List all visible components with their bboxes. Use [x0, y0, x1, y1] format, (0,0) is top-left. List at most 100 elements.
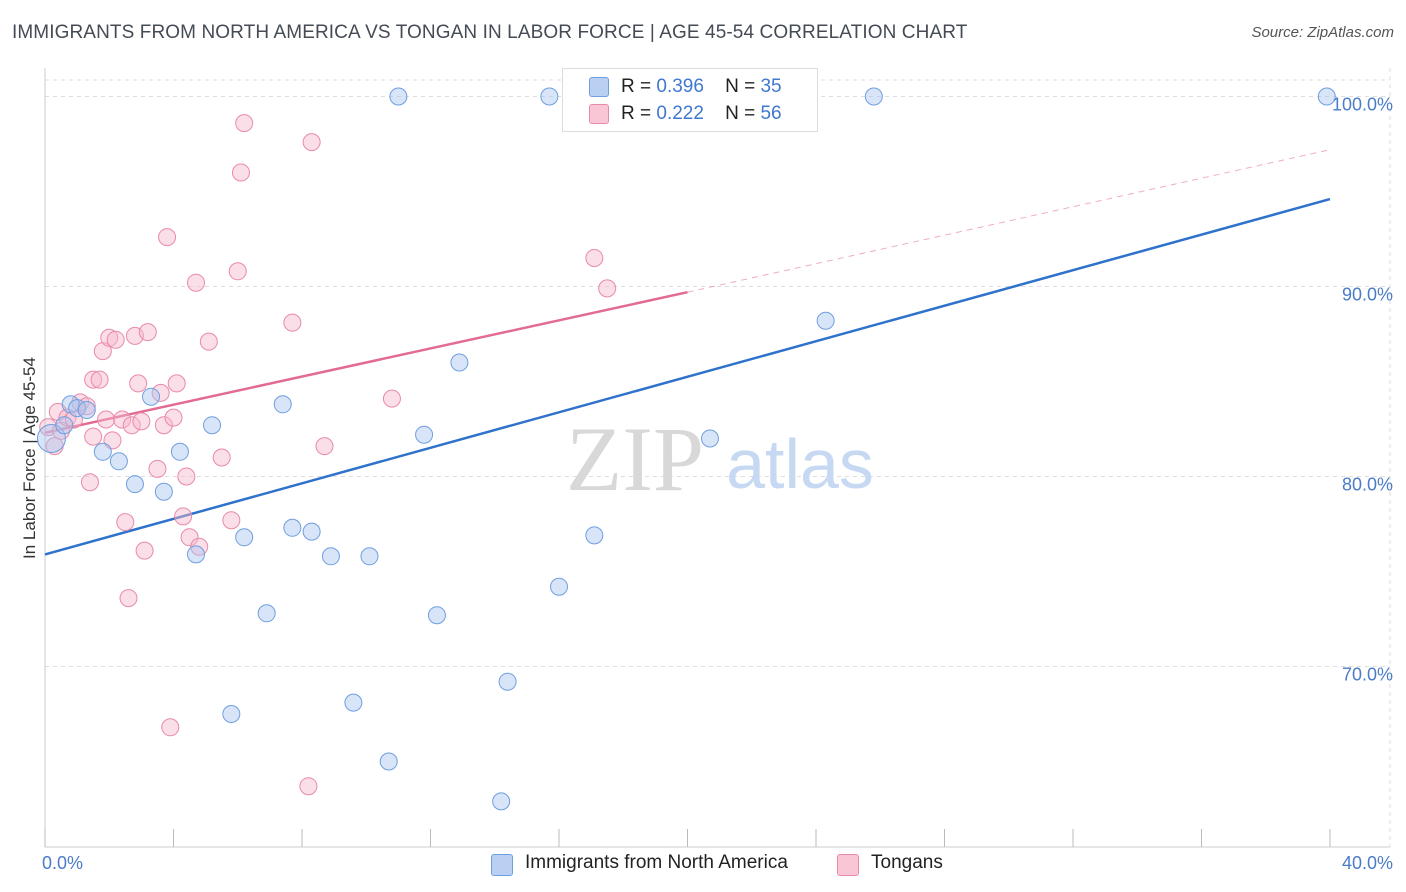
immigrants-point [273, 395, 292, 414]
immigrants-point [302, 522, 321, 541]
immigrants-point [540, 87, 559, 106]
tongans-point [222, 511, 241, 530]
tongans-point [302, 133, 321, 152]
tongans-point [129, 374, 148, 393]
y-tick-label: 80.0% [1342, 475, 1393, 495]
legend-r-label: R = [621, 76, 652, 97]
y-tick-label: 100.0% [1332, 95, 1393, 115]
tick-labels: 100.0% 90.0% 80.0% 70.0% 0.0% 40.0% [42, 95, 1393, 874]
immigrants-point [222, 705, 241, 723]
tongans-point [106, 330, 125, 349]
x-tick-label: 40.0% [1342, 853, 1393, 873]
immigrants-point [283, 518, 302, 537]
legend-r-value: 0.396 [656, 76, 704, 97]
tongans-point [180, 528, 199, 547]
immigrants-point [55, 416, 74, 435]
tongans-point [174, 507, 193, 526]
immigrants-point [109, 452, 128, 471]
legend-n-label: N = [725, 103, 756, 124]
source-label: Source: ZipAtlas.com [1251, 24, 1394, 41]
chart-title: IMMIGRANTS FROM NORTH AMERICA VS TONGAN … [12, 22, 968, 43]
gridlines [45, 68, 1391, 847]
immigrants-point [235, 528, 254, 547]
immigrants-point [321, 547, 340, 566]
y-tick-label: 70.0% [1342, 665, 1393, 685]
tongans-point [154, 416, 173, 435]
immigrants-points [36, 87, 1336, 811]
tongans-point [382, 389, 401, 408]
axes [44, 68, 1390, 848]
tongans-point [299, 777, 318, 796]
trend-lines [44, 149, 1331, 556]
immigrants-point [816, 311, 835, 330]
immigrants-point [864, 87, 883, 106]
tongans-trend-extension [687, 149, 1331, 293]
immigrants-point [498, 672, 517, 691]
legend-swatch-pink [589, 104, 609, 124]
tongans-point [64, 410, 83, 429]
tongans-trend-line [44, 290, 688, 435]
tongans-point [283, 313, 302, 332]
legend-n-value: 56 [760, 103, 782, 124]
tongans-point [84, 370, 103, 389]
y-tick-label: 90.0% [1342, 285, 1393, 305]
legend-swatch-blue [589, 77, 609, 97]
immigrants-point [170, 442, 189, 461]
tongans-point [235, 114, 254, 133]
bottom-legend-swatch-pink [837, 854, 859, 876]
tongans-points [39, 114, 617, 796]
watermark-zip: ZIP [566, 408, 704, 510]
legend-r-label: R = [621, 103, 652, 124]
immigrants-point [77, 401, 96, 419]
legend-n-label: N = [725, 76, 756, 97]
tongans-point [585, 249, 604, 267]
immigrants-trend-line [44, 197, 1331, 556]
tongans-point [100, 328, 119, 347]
tongans-point [598, 279, 617, 298]
immigrants-point [550, 577, 568, 596]
immigrants-point [1317, 87, 1336, 106]
bottom-legend-label: Immigrants from North America [525, 852, 788, 873]
tongans-point [113, 410, 132, 429]
immigrants-point [344, 693, 363, 712]
immigrants-point [257, 604, 276, 623]
tongans-point [80, 473, 99, 492]
tongans-point [135, 541, 154, 560]
legend-n-value: 35 [760, 76, 782, 97]
tongans-point [84, 427, 103, 446]
tongans-point [186, 273, 205, 292]
legend-r-value: 0.222 [656, 103, 704, 124]
tongans-point [138, 323, 157, 342]
x-tick-label: 0.0% [42, 853, 83, 873]
tongans-point [151, 383, 170, 402]
tongans-point [231, 163, 250, 182]
tongans-point [212, 448, 231, 467]
watermark-atlas: atlas [726, 425, 874, 503]
bottom-legend-swatch-blue [491, 854, 513, 876]
immigrants-point [450, 353, 469, 372]
tongans-point [97, 410, 116, 429]
tongans-point [315, 437, 334, 456]
immigrants-point [186, 545, 205, 564]
tongans-point [132, 412, 151, 431]
immigrants-point [142, 387, 161, 406]
immigrants-point [427, 606, 446, 625]
immigrants-point [125, 475, 144, 494]
immigrants-point [360, 547, 379, 566]
tongans-point [161, 718, 180, 737]
stats-legend: R = 0.396 N = 35 R = 0.222 N = 56 [562, 68, 818, 132]
immigrants-point [154, 482, 173, 501]
immigrants-point [93, 442, 112, 461]
bottom-legend-label: Tongans [871, 852, 943, 873]
tongans-point [167, 374, 186, 393]
immigrants-point [379, 752, 398, 771]
immigrants-point [700, 429, 719, 448]
tongans-point [148, 459, 167, 478]
immigrants-point [389, 87, 408, 106]
tongans-point [177, 467, 196, 486]
tongans-point [116, 513, 135, 532]
tongans-point [158, 228, 177, 247]
immigrants-point [203, 416, 222, 435]
tongans-point [199, 332, 218, 351]
